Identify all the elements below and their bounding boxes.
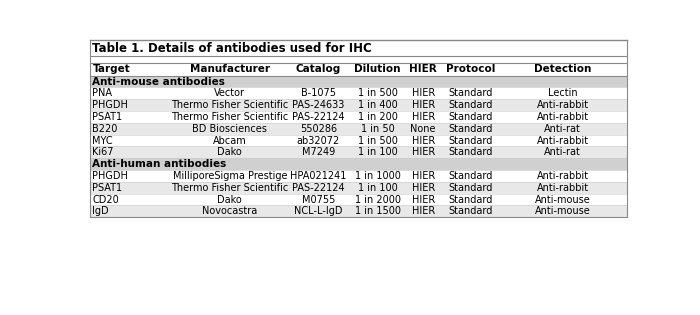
Bar <box>90 88 627 99</box>
Text: Standard: Standard <box>448 147 492 158</box>
Text: Anti-human antibodies: Anti-human antibodies <box>92 159 227 169</box>
Text: Anti-mouse antibodies: Anti-mouse antibodies <box>92 77 225 87</box>
Text: Thermo Fisher Scientific: Thermo Fisher Scientific <box>172 112 288 122</box>
Text: ab32072: ab32072 <box>297 135 340 146</box>
Text: Dako: Dako <box>218 195 242 204</box>
Bar <box>90 158 627 170</box>
Text: PAS-22124: PAS-22124 <box>292 183 345 193</box>
Text: B220: B220 <box>92 124 118 134</box>
Text: M7249: M7249 <box>302 147 335 158</box>
Text: 1 in 100: 1 in 100 <box>358 147 398 158</box>
Text: Standard: Standard <box>448 100 492 110</box>
Bar <box>90 56 627 62</box>
Text: Standard: Standard <box>448 206 492 216</box>
Text: BD Biosciences: BD Biosciences <box>193 124 267 134</box>
Text: None: None <box>410 124 436 134</box>
Text: HIER: HIER <box>412 147 435 158</box>
Text: Target: Target <box>92 64 130 74</box>
Text: MilliporeSigma Prestige: MilliporeSigma Prestige <box>173 171 287 181</box>
Text: PHGDH: PHGDH <box>92 171 128 181</box>
Bar <box>90 40 627 56</box>
Text: IgD: IgD <box>92 206 109 216</box>
Text: HIER: HIER <box>412 171 435 181</box>
Text: Thermo Fisher Scientific: Thermo Fisher Scientific <box>172 100 288 110</box>
Text: PNA: PNA <box>92 88 113 98</box>
Text: HIER: HIER <box>410 64 437 74</box>
Text: Catalog: Catalog <box>296 64 341 74</box>
Text: Protocol: Protocol <box>445 64 495 74</box>
Text: HIER: HIER <box>412 195 435 204</box>
Text: MYC: MYC <box>92 135 113 146</box>
Bar <box>90 123 627 135</box>
Text: Detection: Detection <box>534 64 592 74</box>
Text: 1 in 2000: 1 in 2000 <box>354 195 400 204</box>
Text: 1 in 100: 1 in 100 <box>358 183 398 193</box>
Bar <box>90 170 627 182</box>
Text: Lectin: Lectin <box>548 88 578 98</box>
Text: PHGDH: PHGDH <box>92 100 128 110</box>
Bar <box>90 182 627 194</box>
Text: B-1075: B-1075 <box>301 88 336 98</box>
Text: 550286: 550286 <box>300 124 337 134</box>
Text: Standard: Standard <box>448 112 492 122</box>
Text: M0755: M0755 <box>302 195 335 204</box>
Text: 1 in 200: 1 in 200 <box>358 112 398 122</box>
Text: Standard: Standard <box>448 135 492 146</box>
Text: 1 in 400: 1 in 400 <box>358 100 398 110</box>
Text: Standard: Standard <box>448 124 492 134</box>
Text: CD20: CD20 <box>92 195 119 204</box>
Text: Manufacturer: Manufacturer <box>190 64 270 74</box>
Text: Abcam: Abcam <box>213 135 246 146</box>
Text: PSAT1: PSAT1 <box>92 183 122 193</box>
Text: HPA021241: HPA021241 <box>290 171 346 181</box>
Text: Novocastra: Novocastra <box>202 206 258 216</box>
Text: PSAT1: PSAT1 <box>92 112 122 122</box>
Text: HIER: HIER <box>412 112 435 122</box>
Text: 1 in 50: 1 in 50 <box>360 124 394 134</box>
Bar <box>90 62 627 76</box>
Text: HIER: HIER <box>412 88 435 98</box>
Text: 1 in 500: 1 in 500 <box>358 88 398 98</box>
Text: PAS-24633: PAS-24633 <box>293 100 344 110</box>
Text: Ki67: Ki67 <box>92 147 114 158</box>
Text: 1 in 500: 1 in 500 <box>358 135 398 146</box>
Text: HIER: HIER <box>412 183 435 193</box>
Text: Dako: Dako <box>218 147 242 158</box>
Text: HIER: HIER <box>412 135 435 146</box>
Bar <box>90 205 627 217</box>
Text: NCL-L-IgD: NCL-L-IgD <box>294 206 343 216</box>
Text: Anti-rat: Anti-rat <box>545 147 581 158</box>
Text: Standard: Standard <box>448 88 492 98</box>
Text: 1 in 1500: 1 in 1500 <box>354 206 400 216</box>
Text: Anti-rabbit: Anti-rabbit <box>537 100 589 110</box>
Text: PAS-22124: PAS-22124 <box>292 112 345 122</box>
Text: Anti-mouse: Anti-mouse <box>535 206 591 216</box>
Bar <box>90 194 627 205</box>
Text: Anti-rabbit: Anti-rabbit <box>537 135 589 146</box>
Text: Thermo Fisher Scientific: Thermo Fisher Scientific <box>172 183 288 193</box>
Bar <box>90 99 627 111</box>
Text: Anti-rat: Anti-rat <box>545 124 581 134</box>
Text: Anti-rabbit: Anti-rabbit <box>537 112 589 122</box>
Text: Anti-rabbit: Anti-rabbit <box>537 183 589 193</box>
Bar <box>90 111 627 123</box>
Text: HIER: HIER <box>412 100 435 110</box>
Text: Anti-rabbit: Anti-rabbit <box>537 171 589 181</box>
Bar <box>90 146 627 158</box>
Bar <box>90 135 627 146</box>
Text: Dilution: Dilution <box>354 64 401 74</box>
Bar <box>90 76 627 88</box>
Text: 1 in 1000: 1 in 1000 <box>355 171 400 181</box>
Text: Standard: Standard <box>448 183 492 193</box>
Text: Standard: Standard <box>448 195 492 204</box>
Text: Vector: Vector <box>214 88 246 98</box>
Text: HIER: HIER <box>412 206 435 216</box>
Text: Table 1. Details of antibodies used for IHC: Table 1. Details of antibodies used for … <box>92 42 372 54</box>
Text: Anti-mouse: Anti-mouse <box>535 195 591 204</box>
Text: Standard: Standard <box>448 171 492 181</box>
